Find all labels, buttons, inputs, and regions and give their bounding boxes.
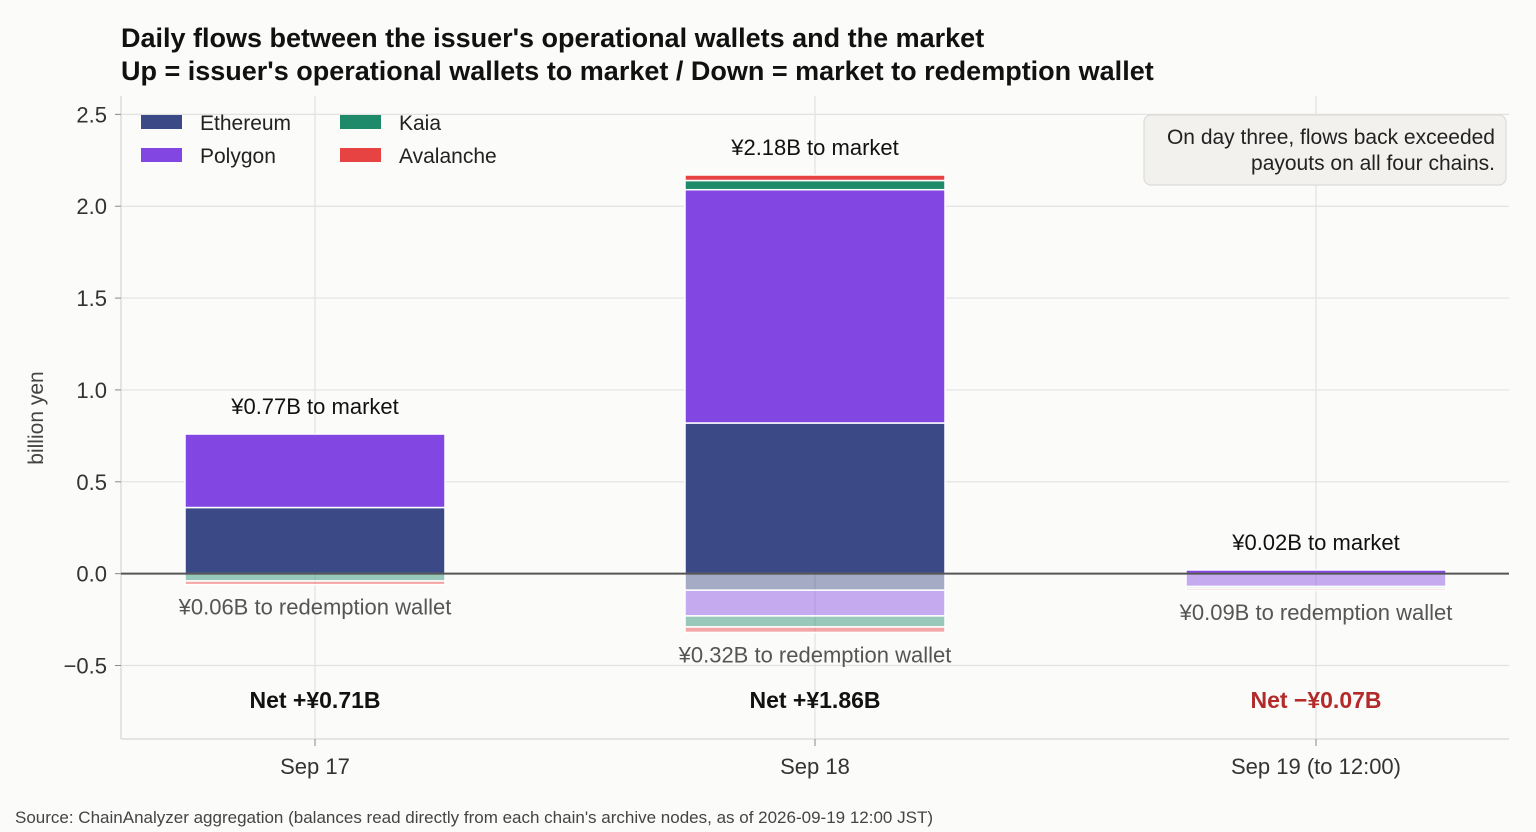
bar-down-ethereum bbox=[684, 572, 946, 591]
bar-up-polygon bbox=[184, 433, 446, 509]
y-tick-label: 2.5 bbox=[76, 102, 107, 127]
bar-up-ethereum bbox=[684, 422, 946, 575]
bar-down-polygon bbox=[684, 589, 946, 617]
y-tick-label: 0.5 bbox=[76, 470, 107, 495]
x-tick-label: Sep 18 bbox=[780, 754, 850, 779]
x-tick-label: Sep 19 (to 12:00) bbox=[1231, 754, 1401, 779]
annotation-box: On day three, flows back exceeded payout… bbox=[1143, 114, 1507, 186]
legend-swatch-polygon bbox=[141, 148, 182, 162]
bars bbox=[121, 174, 1509, 634]
legend-swatch-ethereum bbox=[141, 115, 182, 129]
net-label: Net +¥0.71B bbox=[249, 687, 380, 713]
bar-up-avalanche bbox=[684, 174, 946, 182]
bar-up-ethereum bbox=[184, 506, 446, 575]
bar-down-avalanche bbox=[684, 626, 946, 634]
down-total-label: ¥0.32B to redemption wallet bbox=[678, 642, 952, 667]
bar-down-polygon bbox=[1185, 572, 1447, 588]
down-total-label: ¥0.09B to redemption wallet bbox=[1179, 600, 1453, 625]
legend-label-kaia: Kaia bbox=[399, 112, 441, 135]
y-tick-label: 1.0 bbox=[76, 378, 107, 403]
legend-label-polygon: Polygon bbox=[200, 145, 276, 168]
chart-title: Daily flows between the issuer's operati… bbox=[121, 23, 984, 53]
bar-down-kaia bbox=[184, 572, 446, 582]
net-label: Net +¥1.86B bbox=[749, 687, 880, 713]
y-axis-label: billion yen bbox=[25, 371, 48, 464]
up-total-label: ¥0.77B to market bbox=[230, 394, 399, 419]
bar-down-avalanche bbox=[184, 580, 446, 586]
chart-title-group: Daily flows between the issuer's operati… bbox=[121, 23, 1154, 86]
y-tick-label: 1.5 bbox=[76, 286, 107, 311]
y-tick-label: 2.0 bbox=[76, 194, 107, 219]
legend-label-ethereum: Ethereum bbox=[200, 112, 291, 135]
legend-swatch-avalanche bbox=[340, 148, 381, 162]
chart-subtitle: Up = issuer's operational wallets to mar… bbox=[121, 56, 1154, 86]
down-total-label: ¥0.06B to redemption wallet bbox=[178, 595, 452, 620]
bar-down-avalanche bbox=[1185, 587, 1447, 591]
up-total-label: ¥2.18B to market bbox=[730, 135, 899, 160]
up-total-label: ¥0.02B to market bbox=[1231, 530, 1400, 555]
bar-down-kaia bbox=[684, 615, 946, 628]
annotation-line-1: On day three, flows back exceeded bbox=[1167, 126, 1495, 149]
y-tick-label: 0.0 bbox=[76, 562, 107, 587]
x-tick-label: Sep 17 bbox=[280, 754, 350, 779]
legend-swatch-kaia bbox=[340, 115, 381, 129]
y-tick-label: −0.5 bbox=[64, 654, 107, 679]
bar-up-polygon bbox=[684, 188, 946, 424]
legend-label-avalanche: Avalanche bbox=[399, 145, 497, 168]
annotation-line-2: payouts on all four chains. bbox=[1251, 152, 1495, 175]
net-label: Net −¥0.07B bbox=[1250, 687, 1381, 713]
legend: Ethereum Polygon Kaia Avalanche bbox=[141, 112, 497, 168]
bar-labels: ¥0.77B to market ¥0.06B to redemption wal… bbox=[178, 135, 1453, 713]
bar-up-kaia bbox=[684, 179, 946, 191]
source-note: Source: ChainAnalyzer aggregation (balan… bbox=[15, 808, 933, 827]
